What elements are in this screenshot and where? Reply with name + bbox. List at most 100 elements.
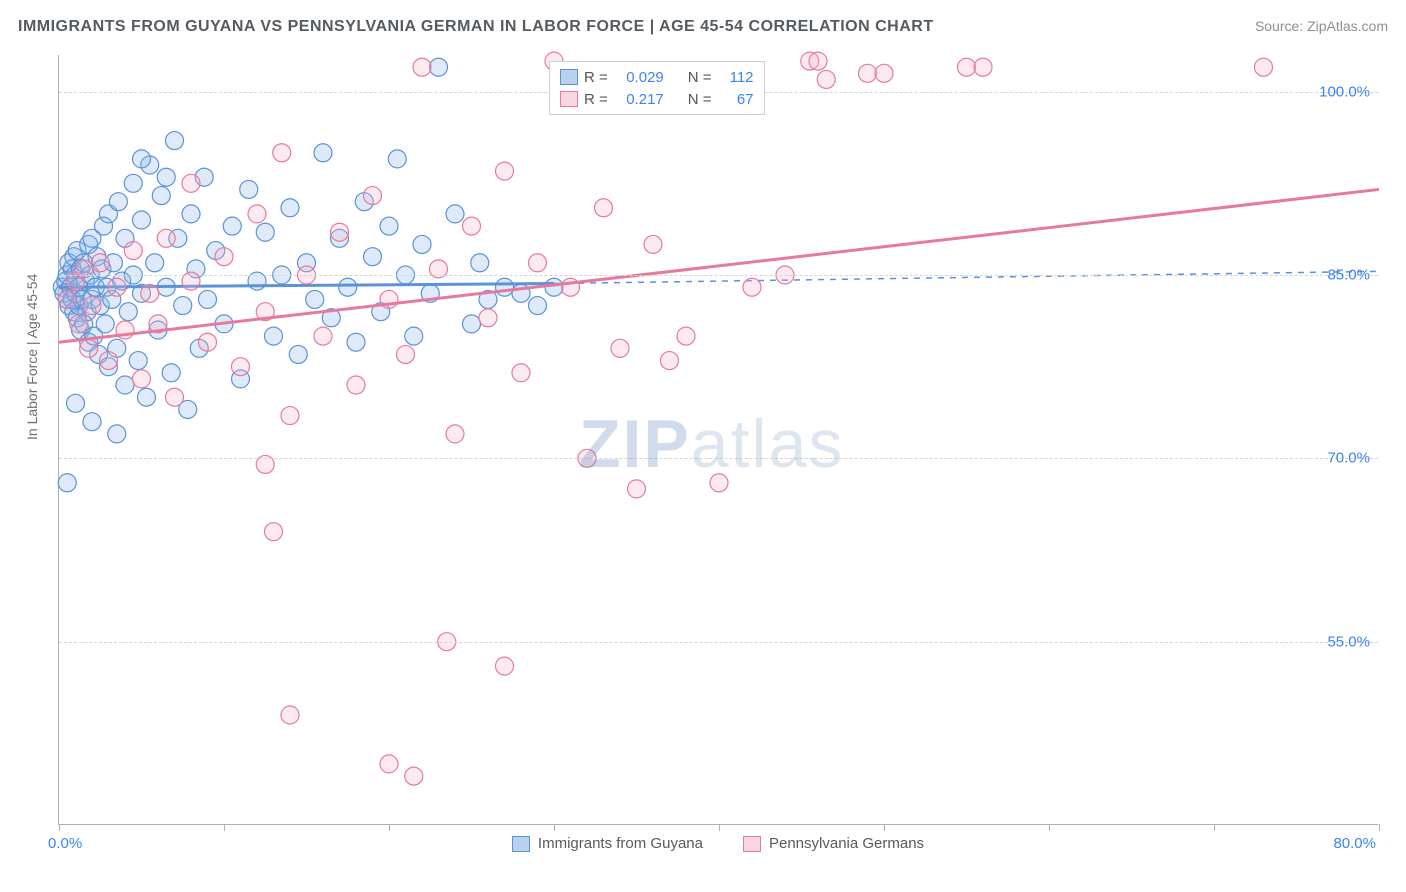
data-point	[958, 58, 976, 76]
title-bar: IMMIGRANTS FROM GUYANA VS PENNSYLVANIA G…	[18, 18, 1388, 36]
y-axis-label: In Labor Force | Age 45-54	[24, 274, 40, 440]
data-point	[430, 58, 448, 76]
data-point	[479, 309, 497, 327]
data-point	[405, 327, 423, 345]
legend-label: Pennsylvania Germans	[769, 835, 924, 852]
data-point	[67, 394, 85, 412]
data-point	[182, 205, 200, 223]
data-point	[413, 58, 431, 76]
data-point	[496, 162, 514, 180]
y-tick-label: 70.0%	[1327, 450, 1370, 467]
n-value: 112	[718, 69, 754, 86]
r-label: R =	[584, 69, 608, 86]
x-tick	[1379, 824, 1380, 831]
data-point	[611, 339, 629, 357]
data-point	[710, 474, 728, 492]
data-point	[281, 407, 299, 425]
data-point	[471, 254, 489, 272]
data-point	[265, 327, 283, 345]
data-point	[339, 278, 357, 296]
data-point	[133, 370, 151, 388]
data-point	[388, 150, 406, 168]
data-point	[256, 223, 274, 241]
data-point	[80, 339, 98, 357]
data-point	[380, 217, 398, 235]
data-point	[96, 315, 114, 333]
data-point	[974, 58, 992, 76]
data-point	[809, 52, 827, 70]
r-value: 0.217	[614, 91, 664, 108]
data-point	[405, 767, 423, 785]
data-point	[166, 132, 184, 150]
data-point	[108, 425, 126, 443]
data-point	[137, 388, 155, 406]
x-tick	[554, 824, 555, 831]
n-label: N =	[688, 91, 712, 108]
data-point	[446, 205, 464, 223]
data-point	[109, 193, 127, 211]
data-point	[496, 657, 514, 675]
x-tick	[884, 824, 885, 831]
data-point	[529, 297, 547, 315]
y-tick-label: 85.0%	[1327, 267, 1370, 284]
data-point	[364, 248, 382, 266]
data-point	[817, 70, 835, 88]
data-point	[273, 144, 291, 162]
legend-swatch	[560, 69, 578, 85]
data-point	[174, 297, 192, 315]
r-label: R =	[584, 91, 608, 108]
data-point	[545, 278, 563, 296]
data-point	[108, 278, 126, 296]
legend-swatch	[743, 836, 761, 852]
source-label: Source: ZipAtlas.com	[1255, 18, 1388, 34]
data-point	[133, 211, 151, 229]
y-tick-label: 100.0%	[1319, 83, 1370, 100]
data-point	[661, 352, 679, 370]
gridline	[59, 642, 1378, 643]
chart-title: IMMIGRANTS FROM GUYANA VS PENNSYLVANIA G…	[18, 18, 934, 36]
x-tick	[59, 824, 60, 831]
data-point	[289, 345, 307, 363]
x-tick	[389, 824, 390, 831]
legend-row: R = 0.217 N = 67	[560, 88, 754, 110]
data-point	[146, 254, 164, 272]
data-point	[677, 327, 695, 345]
data-point	[314, 327, 332, 345]
data-point	[116, 376, 134, 394]
data-point	[529, 254, 547, 272]
data-point	[58, 474, 76, 492]
data-point	[380, 755, 398, 773]
data-point	[182, 174, 200, 192]
r-value: 0.029	[614, 69, 664, 86]
y-tick-label: 55.0%	[1327, 633, 1370, 650]
n-value: 67	[718, 91, 754, 108]
data-point	[124, 242, 142, 260]
data-point	[119, 303, 137, 321]
data-point	[306, 290, 324, 308]
legend-swatch	[512, 836, 530, 852]
data-point	[248, 205, 266, 223]
data-point	[595, 199, 613, 217]
data-point	[83, 297, 101, 315]
data-point	[162, 364, 180, 382]
data-point	[463, 315, 481, 333]
data-point	[157, 168, 175, 186]
data-point	[70, 315, 88, 333]
data-point	[347, 376, 365, 394]
data-point	[314, 144, 332, 162]
legend-label: Immigrants from Guyana	[538, 835, 703, 852]
plot-area: 55.0% 70.0% 85.0% 100.0% R = 0.029 N = 112 R = 0…	[58, 55, 1378, 825]
data-point	[199, 333, 217, 351]
data-point	[223, 217, 241, 235]
data-point	[124, 174, 142, 192]
data-point	[859, 64, 877, 82]
trend-line-extend	[554, 271, 1379, 283]
data-point	[141, 284, 159, 302]
data-point	[413, 235, 431, 253]
gridline	[59, 458, 1378, 459]
data-point	[83, 413, 101, 431]
n-label: N =	[688, 69, 712, 86]
data-point	[281, 706, 299, 724]
data-point	[199, 290, 217, 308]
legend-item: Immigrants from Guyana	[512, 835, 703, 852]
